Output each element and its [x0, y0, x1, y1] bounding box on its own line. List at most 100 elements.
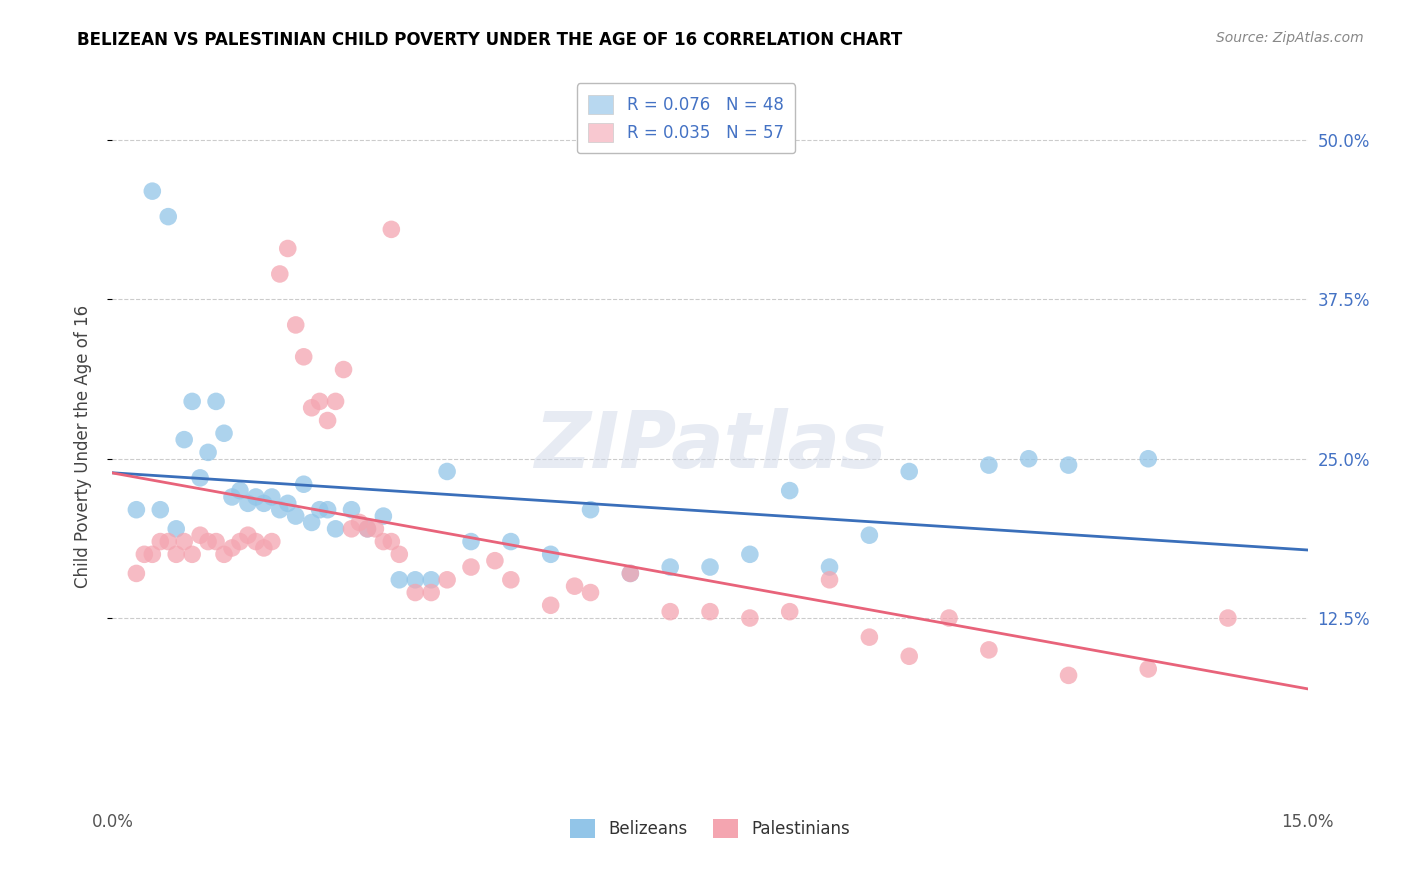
Point: [157, 210, 180, 224]
Point: [436, 573, 458, 587]
Point: [301, 401, 323, 415]
Point: [197, 445, 219, 459]
Point: [779, 605, 801, 619]
Point: [1137, 662, 1160, 676]
Text: ZIPatlas: ZIPatlas: [534, 408, 886, 484]
Point: [316, 413, 339, 427]
Point: [738, 611, 761, 625]
Point: [388, 547, 411, 561]
Point: [738, 547, 761, 561]
Point: [404, 585, 426, 599]
Point: [460, 534, 482, 549]
Point: [818, 573, 841, 587]
Point: [380, 222, 402, 236]
Point: [197, 534, 219, 549]
Point: [245, 534, 267, 549]
Point: [125, 502, 148, 516]
Y-axis label: Child Poverty Under the Age of 16: Child Poverty Under the Age of 16: [73, 304, 91, 588]
Point: [253, 496, 276, 510]
Point: [188, 528, 211, 542]
Point: [858, 630, 880, 644]
Point: [1216, 611, 1239, 625]
Point: [364, 522, 387, 536]
Point: [659, 560, 682, 574]
Point: [212, 547, 235, 561]
Point: [229, 534, 252, 549]
Point: [308, 394, 330, 409]
Point: [619, 566, 641, 581]
Point: [659, 605, 682, 619]
Point: [325, 522, 347, 536]
Point: [340, 502, 363, 516]
Point: [236, 496, 259, 510]
Point: [484, 554, 506, 568]
Point: [149, 502, 172, 516]
Point: [284, 318, 307, 332]
Point: [373, 534, 395, 549]
Point: [380, 534, 402, 549]
Point: [499, 534, 522, 549]
Point: [149, 534, 172, 549]
Point: [420, 585, 443, 599]
Point: [221, 490, 243, 504]
Point: [188, 471, 211, 485]
Point: [564, 579, 586, 593]
Point: [898, 465, 921, 479]
Point: [977, 643, 1000, 657]
Point: [269, 502, 291, 516]
Point: [349, 516, 371, 530]
Point: [245, 490, 267, 504]
Point: [205, 534, 228, 549]
Point: [579, 585, 602, 599]
Point: [229, 483, 252, 498]
Point: [499, 573, 522, 587]
Point: [277, 242, 299, 256]
Point: [277, 496, 299, 510]
Point: [212, 426, 235, 441]
Point: [325, 394, 347, 409]
Point: [356, 522, 378, 536]
Point: [173, 433, 195, 447]
Point: [205, 394, 228, 409]
Point: [1057, 668, 1080, 682]
Point: [460, 560, 482, 574]
Point: [1137, 451, 1160, 466]
Point: [181, 394, 204, 409]
Point: [260, 534, 283, 549]
Point: [699, 605, 721, 619]
Point: [818, 560, 841, 574]
Point: [579, 502, 602, 516]
Point: [134, 547, 156, 561]
Point: [157, 534, 180, 549]
Point: [420, 573, 443, 587]
Point: [236, 528, 259, 542]
Point: [284, 509, 307, 524]
Point: [260, 490, 283, 504]
Legend: Belizeans, Palestinians: Belizeans, Palestinians: [564, 812, 856, 845]
Point: [181, 547, 204, 561]
Point: [938, 611, 960, 625]
Point: [388, 573, 411, 587]
Point: [540, 547, 562, 561]
Text: Source: ZipAtlas.com: Source: ZipAtlas.com: [1216, 31, 1364, 45]
Point: [125, 566, 148, 581]
Point: [301, 516, 323, 530]
Point: [898, 649, 921, 664]
Point: [779, 483, 801, 498]
Point: [221, 541, 243, 555]
Point: [141, 184, 163, 198]
Point: [340, 522, 363, 536]
Point: [373, 509, 395, 524]
Point: [269, 267, 291, 281]
Point: [165, 547, 187, 561]
Point: [292, 477, 315, 491]
Point: [699, 560, 721, 574]
Text: BELIZEAN VS PALESTINIAN CHILD POVERTY UNDER THE AGE OF 16 CORRELATION CHART: BELIZEAN VS PALESTINIAN CHILD POVERTY UN…: [77, 31, 903, 49]
Point: [253, 541, 276, 555]
Point: [316, 502, 339, 516]
Point: [540, 599, 562, 613]
Point: [404, 573, 426, 587]
Point: [619, 566, 641, 581]
Point: [173, 534, 195, 549]
Point: [308, 502, 330, 516]
